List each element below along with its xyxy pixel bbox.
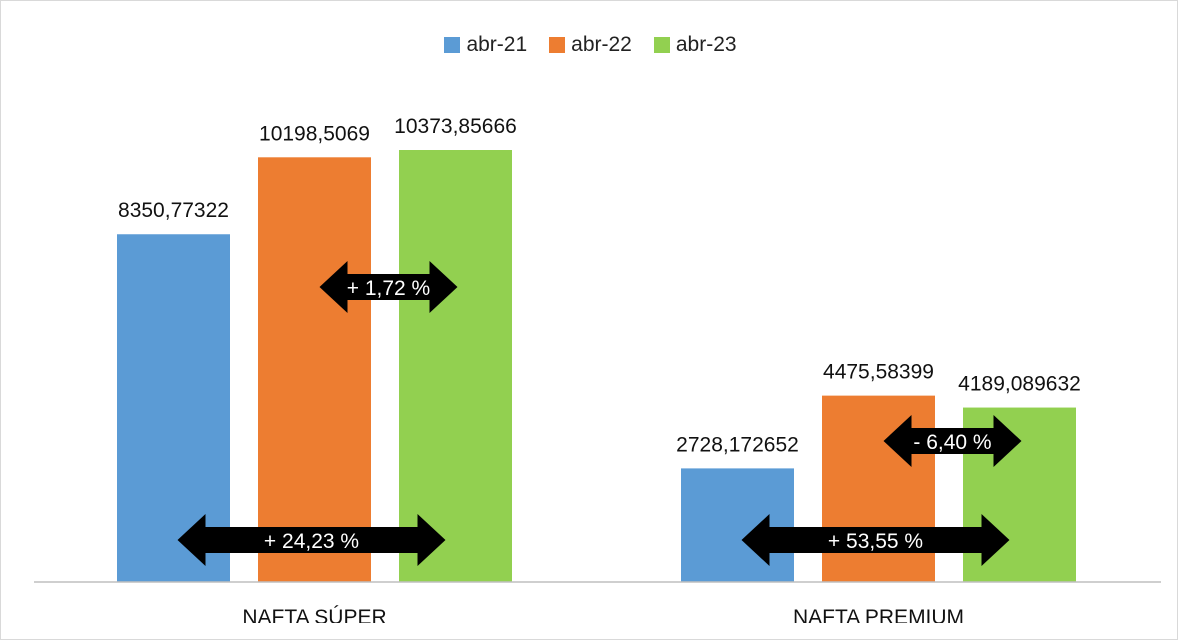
x-tick-label: NAFTA PREMIUM [793, 606, 964, 623]
legend-swatch [653, 37, 670, 53]
bar-abr-23-0 [399, 150, 512, 582]
change-annotation-label: + 1,72 % [347, 277, 430, 300]
bar-abr-22-1 [822, 395, 935, 582]
bar-abr-21-1 [681, 468, 794, 582]
bar-chart: 8350,77322 10198,5069 10373,85666 2728,1726… [34, 115, 1161, 623]
data-label: 4189,089632 [958, 373, 1081, 396]
legend-label: abr-21 [466, 33, 528, 56]
data-label: 10373,85666 [394, 115, 517, 138]
legend-item-abr-22: abr-22 [549, 33, 632, 57]
bar-abr-22-0 [258, 157, 371, 582]
legend-swatch [549, 37, 566, 53]
data-label: 4475,58399 [823, 361, 934, 384]
legend-label: abr-22 [571, 33, 632, 56]
data-label: 8350,77322 [118, 199, 229, 222]
x-tick-label: NAFTA SÚPER [242, 606, 386, 623]
change-annotation-label: - 6,40 % [913, 431, 991, 454]
legend-swatch [444, 37, 461, 53]
legend-item-abr-21: abr-21 [444, 33, 527, 57]
double-arrow-annotation [319, 261, 458, 313]
bar-abr-21-0 [117, 234, 230, 582]
double-arrow-annotation [177, 514, 446, 566]
double-arrow-annotation [883, 415, 1022, 467]
legend: abr-21 abr-22 abr-23 [0, 33, 1181, 57]
change-annotation-label: + 53,55 % [828, 530, 923, 553]
legend-label: abr-23 [675, 33, 737, 56]
data-label: 2728,172652 [676, 433, 799, 456]
double-arrow-annotation [741, 514, 1010, 566]
change-annotation-label: + 24,23 % [264, 530, 359, 553]
legend-item-abr-23: abr-23 [653, 33, 737, 57]
data-label: 10198,5069 [259, 122, 370, 145]
